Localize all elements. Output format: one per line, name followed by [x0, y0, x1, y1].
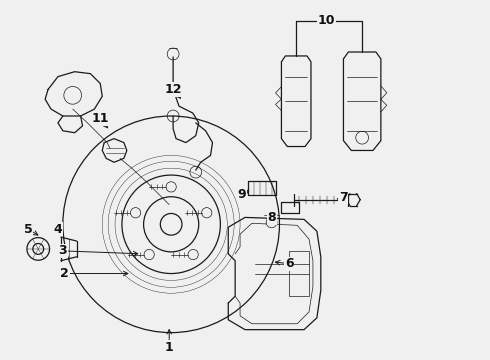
Text: 5: 5: [24, 223, 33, 236]
Text: 11: 11: [92, 112, 109, 125]
Text: 9: 9: [238, 188, 246, 201]
Text: 7: 7: [339, 191, 348, 204]
Text: 3: 3: [58, 244, 67, 257]
Text: 8: 8: [267, 211, 276, 224]
Text: 4: 4: [53, 223, 62, 236]
Text: 1: 1: [165, 341, 173, 354]
Text: 10: 10: [318, 14, 336, 27]
Text: 12: 12: [164, 83, 182, 96]
Text: 6: 6: [285, 257, 294, 270]
Text: 2: 2: [60, 267, 69, 280]
